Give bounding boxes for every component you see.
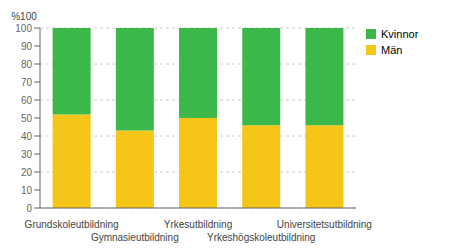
svg-text:Yrkeshögskoleutbildning: Yrkeshögskoleutbildning bbox=[207, 232, 315, 243]
svg-text:90: 90 bbox=[21, 41, 33, 52]
svg-text:100: 100 bbox=[15, 23, 32, 34]
svg-text:0: 0 bbox=[26, 203, 32, 214]
html-text:Män: Män bbox=[381, 44, 403, 56]
svg-text:60: 60 bbox=[21, 95, 33, 106]
html-text:Kvinnor: Kvinnor bbox=[381, 28, 419, 40]
svg-text:%100: %100 bbox=[11, 11, 37, 22]
svg-text:40: 40 bbox=[21, 131, 33, 142]
svg-text:10: 10 bbox=[21, 185, 33, 196]
svg-text:80: 80 bbox=[21, 59, 33, 70]
svg-text:70: 70 bbox=[21, 77, 33, 88]
svg-text:Yrkesutbildning: Yrkesutbildning bbox=[164, 219, 232, 230]
svg-text:Universitetsutbildning: Universitetsutbildning bbox=[277, 219, 372, 230]
svg-text:50: 50 bbox=[21, 113, 33, 124]
svg-text:Grundskoleutbildning: Grundskoleutbildning bbox=[25, 219, 119, 230]
svg-text:30: 30 bbox=[21, 149, 33, 160]
svg-text:Gymnasieutbildning: Gymnasieutbildning bbox=[91, 232, 179, 243]
svg-text:20: 20 bbox=[21, 167, 33, 178]
